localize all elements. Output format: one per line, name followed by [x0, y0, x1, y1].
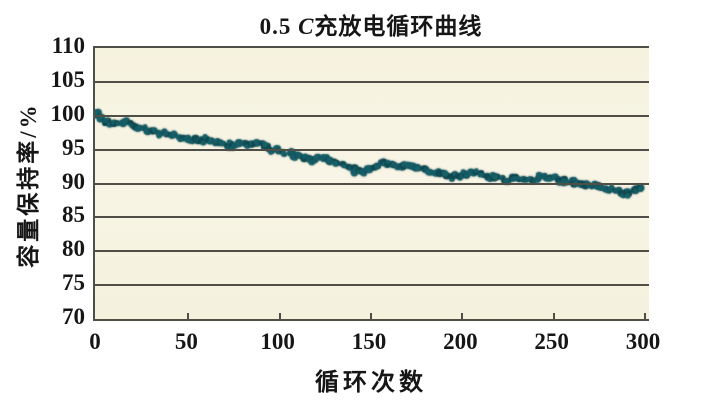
- chart-title: 0.5 C充放电循环曲线: [93, 7, 649, 41]
- x-tick-label-50: 50: [174, 329, 198, 354]
- y-tick-label-105: 105: [50, 66, 86, 92]
- y-tick-label-75: 75: [62, 270, 85, 296]
- x-tick-label-100: 100: [260, 329, 295, 354]
- x-axis-tick-250: [552, 313, 555, 319]
- gridline-y-85: [95, 216, 649, 219]
- y-tick-label-100: 100: [50, 100, 86, 126]
- y-tick-label-80: 80: [62, 236, 85, 262]
- x-axis-tick-300: [644, 313, 646, 319]
- gridline-y-100: [95, 114, 649, 117]
- x-tick-label-150: 150: [351, 329, 387, 354]
- gridline-y-90: [95, 182, 649, 185]
- y-tick-label-85: 85: [62, 202, 85, 228]
- x-axis-tick-150: [370, 313, 372, 319]
- x-axis-tick-200: [461, 313, 464, 319]
- x-axis-title: 循环次数: [315, 370, 427, 396]
- x-axis-tick-100: [278, 313, 281, 319]
- y-tick-label-110: 110: [51, 33, 85, 58]
- gridline-y-80: [95, 250, 649, 253]
- chart-title-italic-c: C: [298, 14, 315, 39]
- gridline-y-75: [95, 284, 649, 287]
- x-tick-label-300: 300: [625, 329, 661, 354]
- y-tick-label-70: 70: [62, 304, 85, 329]
- plot-area: [93, 46, 649, 321]
- x-axis-tick-50: [187, 313, 190, 319]
- x-tick-label-200: 200: [443, 329, 478, 354]
- x-tick-label-0: 0: [89, 329, 101, 354]
- x-tick-label-250: 250: [534, 329, 569, 354]
- y-tick-label-90: 90: [62, 168, 85, 194]
- gridline-y-95: [95, 148, 649, 151]
- chart-title-suffix: 充放电循环曲线: [314, 14, 483, 39]
- gridline-y-105: [95, 80, 649, 83]
- chart-title-prefix: 0.5: [259, 14, 299, 39]
- y-tick-label-95: 95: [62, 134, 85, 160]
